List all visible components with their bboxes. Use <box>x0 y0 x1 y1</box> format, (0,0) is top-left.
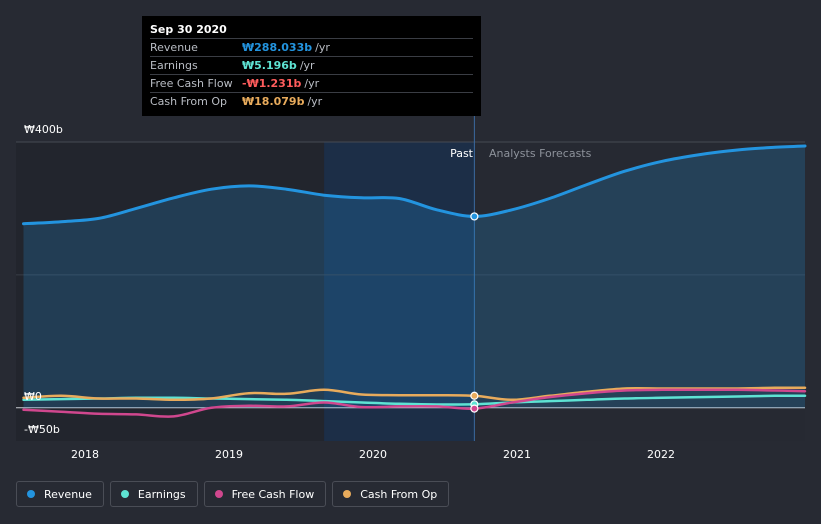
tooltip-label: Cash From Op <box>150 95 228 108</box>
tooltip-value-revenue: ₩288.033b <box>242 41 313 54</box>
legend-item-free-cash-flow[interactable]: Free Cash Flow <box>203 481 327 507</box>
legend-label: Revenue <box>44 487 92 501</box>
tooltip-row-earnings: Earnings ₩5.196b /yr <box>150 56 473 74</box>
series-line-revenue <box>22 144 807 226</box>
tooltip-unit: /yr <box>307 95 323 108</box>
tooltip-unit: /yr <box>299 59 315 72</box>
tooltip-value-earnings: ₩5.196b <box>242 59 297 72</box>
tooltip-row-revenue: Revenue ₩288.033b /yr <box>150 38 473 56</box>
tooltip-row-free-cash-flow: Free Cash Flow -₩1.231b /yr <box>150 74 473 92</box>
forecast-label: Analysts Forecasts <box>489 147 592 160</box>
legend-dot-icon <box>27 490 35 498</box>
tooltip-row-cash-from-op: Cash From Op ₩18.079b /yr <box>150 92 473 110</box>
tooltip-value-cash-from-op: ₩18.079b <box>242 95 305 108</box>
marker-revenue <box>470 212 479 221</box>
legend-label: Cash From Op <box>360 487 438 501</box>
tooltip-label: Revenue <box>150 41 198 54</box>
legend-item-cash-from-op[interactable]: Cash From Op <box>332 481 450 507</box>
series-area-revenue <box>23 146 805 408</box>
series-line-free-cash-flow <box>22 388 807 418</box>
legend-dot-icon <box>214 490 223 498</box>
legend-item-earnings[interactable]: Earnings <box>109 481 198 507</box>
x-tick-label-2021: 2021 <box>503 448 531 461</box>
tooltip-date: Sep 30 2020 <box>150 23 227 36</box>
chart-canvas: ₩400b ₩0 -₩50b Past Analysts Forecasts 2… <box>16 116 807 461</box>
tooltip-unit: /yr <box>315 41 330 54</box>
x-tick-label-2018: 2018 <box>71 448 99 461</box>
legend-dot-icon <box>120 490 129 498</box>
recent-past-highlight <box>324 142 475 441</box>
x-tick-label-2022: 2022 <box>647 448 675 461</box>
legend-item-revenue[interactable]: Revenue <box>16 481 104 507</box>
tooltip-label: Earnings <box>150 59 198 72</box>
y-tick-label-400: ₩400b <box>24 123 63 136</box>
tooltip-label: Free Cash Flow <box>150 77 233 90</box>
marker-free-cash-flow <box>470 404 479 413</box>
series-line-earnings <box>22 394 807 406</box>
x-tick-label-2020: 2020 <box>359 448 387 461</box>
series-line-cash-from-op <box>22 386 807 402</box>
y-tick-label-0: ₩0 <box>24 390 42 403</box>
y-tick-label-neg50: -₩50b <box>24 423 60 436</box>
past-region-shade <box>16 142 325 441</box>
data-tooltip: Sep 30 2020 Revenue ₩288.033b /yr Earnin… <box>142 16 481 116</box>
tooltip-value-free-cash-flow: -₩1.231b <box>242 77 302 90</box>
legend-label: Earnings <box>137 487 186 501</box>
tooltip-unit: /yr <box>304 77 320 90</box>
legend-dot-icon <box>343 490 352 498</box>
marker-cash-from-op <box>470 391 479 400</box>
legend-label: Free Cash Flow <box>231 487 315 501</box>
x-tick-label-2019: 2019 <box>215 448 243 461</box>
past-label: Past <box>450 147 474 160</box>
chart-legend: Revenue Earnings Free Cash Flow Cash Fro… <box>16 481 450 507</box>
